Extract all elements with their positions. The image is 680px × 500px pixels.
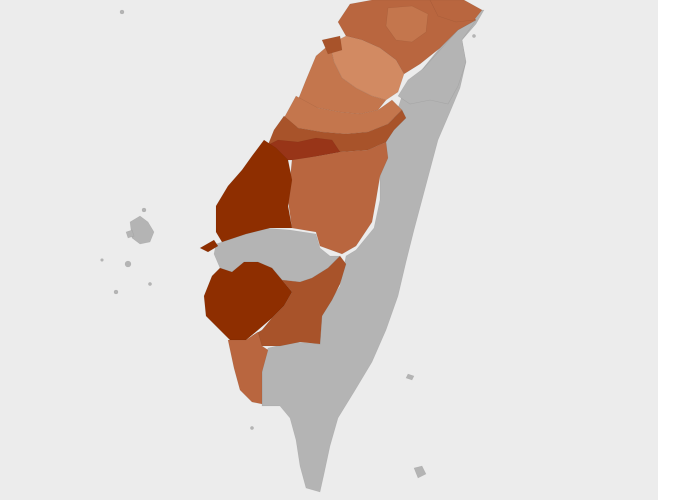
region-kaohsiung	[251, 255, 347, 347]
region-pingtung	[227, 331, 269, 405]
region-keelung	[429, 0, 483, 23]
region-taipei	[385, 5, 429, 43]
region-nantou	[287, 141, 389, 255]
region-small-islands	[119, 9, 476, 479]
region-yunlin-coast	[199, 239, 219, 253]
taiwan-choropleth-map	[100, 0, 485, 493]
region-hsinchu-city	[321, 35, 343, 55]
region-yunlin	[215, 139, 293, 243]
region-yilan	[397, 19, 477, 105]
region-penghu	[100, 207, 155, 295]
map-panel	[0, 0, 658, 500]
